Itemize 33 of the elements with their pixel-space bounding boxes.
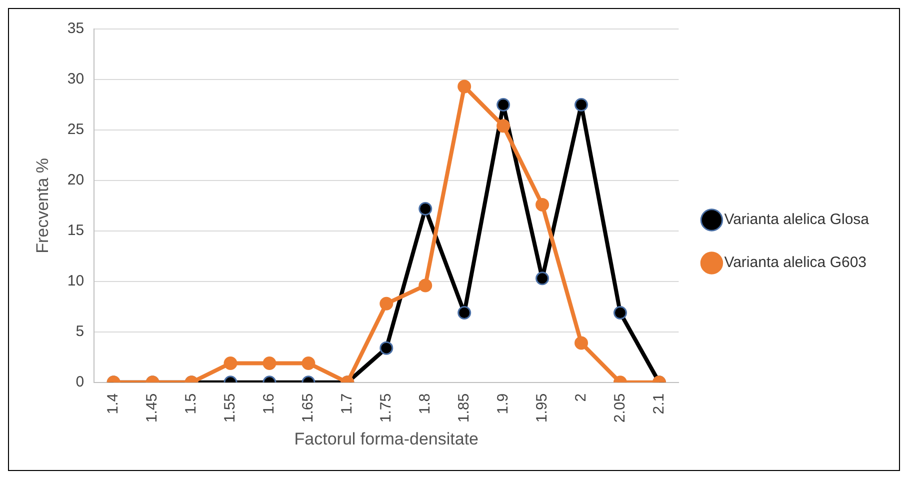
y-tick-label: 35	[67, 20, 84, 38]
y-tick-label: 15	[67, 222, 84, 240]
legend-label: Varianta alelica Glosa	[724, 211, 870, 228]
x-tick-label: 2	[572, 393, 590, 402]
point	[496, 98, 510, 112]
y-tick-label: 30	[67, 70, 84, 88]
x-tick-label: 1.9	[494, 393, 512, 414]
x-tick-label: 2.05	[611, 393, 628, 423]
x-tick-label: 1.6	[260, 393, 278, 414]
x-tick-label: 1.95	[533, 393, 550, 423]
y-tick-label: 25	[67, 121, 84, 138]
x-tick-label: 1.8	[416, 393, 434, 414]
x-axis-title: Factorul forma-densitate	[294, 429, 479, 448]
x-tick-label: 1.75	[378, 393, 395, 423]
x-tick-label: 1.4	[104, 393, 122, 414]
point	[536, 198, 550, 212]
x-tick-label: 2.1	[650, 393, 668, 414]
y-tick-label: 10	[67, 272, 84, 290]
legend-label: Varianta alelica G603	[724, 254, 867, 272]
x-tick-label: 1.5	[182, 393, 200, 414]
point	[458, 80, 472, 94]
x-tick-label: 1.45	[144, 393, 161, 423]
x-tick-label: 1.7	[338, 393, 356, 414]
y-axis-title: Frecventa %	[32, 158, 52, 254]
x-tick-label: 1.85	[455, 393, 472, 423]
point	[574, 98, 588, 112]
y-tick-label: 0	[76, 374, 84, 391]
y-tick-label: 5	[76, 323, 84, 340]
y-tick-label: 20	[67, 172, 84, 189]
x-tick-label: 1.55	[222, 393, 239, 423]
point	[496, 119, 510, 133]
x-tick-label: 1.65	[300, 393, 317, 423]
point	[418, 202, 432, 216]
